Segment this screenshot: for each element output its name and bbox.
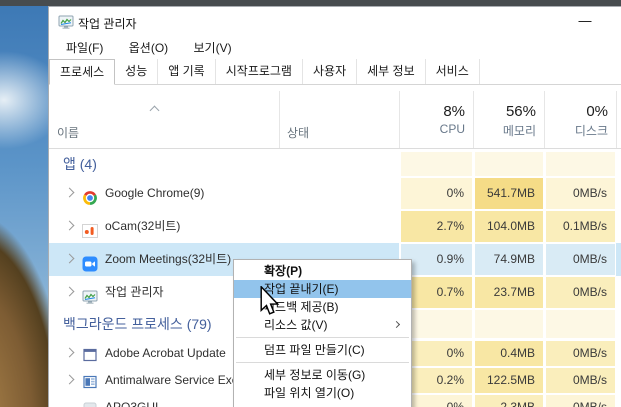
sort-ascending-icon — [149, 105, 160, 116]
antimalware-icon — [82, 373, 98, 389]
expand-chevron-icon[interactable] — [64, 286, 75, 296]
group-header-apps[interactable]: 앱 (4) — [49, 151, 621, 177]
expand-chevron-icon[interactable] — [64, 187, 75, 197]
memory-total-percent: 56% — [505, 103, 536, 120]
cpu-cell: 2.7% — [399, 210, 473, 243]
column-header-status[interactable]: 상태 — [287, 126, 310, 140]
menu-separator — [234, 334, 411, 341]
memory-cell: 2.3MB — [473, 394, 544, 407]
disk-cell: 0MB/s — [544, 340, 616, 367]
process-row-google-chrome[interactable]: Google Chrome(9) 0% 541.7MB 0MB/s — [49, 177, 621, 210]
expand-chevron-icon[interactable] — [64, 374, 75, 384]
memory-cell: 23.7MB — [473, 276, 544, 309]
column-header-memory[interactable]: 56% 메모리 — [473, 85, 544, 149]
expand-chevron-icon[interactable] — [64, 253, 75, 263]
default-exe-icon — [82, 400, 98, 407]
menu-item-provide-feedback[interactable]: 피드백 제공(B) — [264, 300, 339, 314]
expand-chevron-icon[interactable] — [64, 347, 75, 357]
menu-item-create-dump-file[interactable]: 덤프 파일 만들기(C) — [264, 343, 365, 357]
tab-strip: 프로세스 성능 앱 기록 시작프로그램 사용자 세부 정보 서비스 — [49, 59, 621, 85]
memory-cell: 0.4MB — [473, 340, 544, 367]
disk-cell: 0MB/s — [544, 276, 616, 309]
tab-performance[interactable]: 성능 — [115, 59, 159, 84]
ocam-icon — [82, 219, 98, 238]
expand-chevron-icon[interactable] — [64, 220, 75, 230]
submenu-chevron-icon — [392, 320, 401, 329]
disk-cell: 0MB/s — [544, 243, 616, 276]
context-menu: 확장(P) 작업 끝내기(E) 피드백 제공(B) 리소스 값(V) 덤프 파일… — [233, 259, 412, 407]
chrome-icon — [82, 186, 98, 205]
menu-options[interactable]: 옵션(O) — [128, 41, 169, 55]
menu-item-end-task[interactable]: 작업 끝내기(E) — [234, 280, 411, 298]
menu-item-open-file-location[interactable]: 파일 위치 열기(O) — [264, 386, 355, 400]
task-manager-window: 작업 관리자 — 파일(F) 옵션(O) 보기(V) 프로세스 성능 앱 기록 … — [48, 6, 621, 407]
menu-separator — [234, 359, 411, 366]
memory-cell: 122.5MB — [473, 367, 544, 394]
task-manager-icon — [82, 285, 98, 304]
menu-view[interactable]: 보기(V) — [193, 41, 232, 55]
disk-cell: 0MB/s — [544, 394, 616, 407]
memory-cell: 74.9MB — [473, 243, 544, 276]
menu-item-expand[interactable]: 확장(P) — [264, 264, 303, 278]
tab-processes[interactable]: 프로세스 — [49, 59, 116, 85]
tab-app-history[interactable]: 앱 기록 — [158, 59, 216, 84]
task-manager-app-icon — [58, 14, 74, 33]
minimize-button[interactable]: — — [578, 13, 592, 28]
column-header-name[interactable]: 이름 — [57, 126, 80, 140]
window-title: 작업 관리자 — [78, 17, 137, 31]
memory-cell: 104.0MB — [473, 210, 544, 243]
tab-startup[interactable]: 시작프로그램 — [216, 59, 303, 84]
tab-users[interactable]: 사용자 — [303, 59, 358, 84]
menu-item-go-to-details[interactable]: 세부 정보로 이동(G) — [264, 368, 366, 382]
cpu-total-percent: 8% — [443, 103, 465, 120]
mouse-cursor-icon — [259, 285, 281, 321]
menu-bar: 파일(F) 옵션(O) 보기(V) — [49, 37, 621, 59]
disk-cell: 0.1MB/s — [544, 210, 616, 243]
menu-file[interactable]: 파일(F) — [66, 41, 104, 55]
tab-details[interactable]: 세부 정보 — [357, 59, 426, 84]
adobe-updater-icon — [82, 346, 98, 362]
disk-cell: 0MB/s — [544, 177, 616, 210]
process-row-ocam[interactable]: oCam(32비트) 2.7% 104.0MB 0.1MB/s — [49, 210, 621, 243]
table-header: 이름 상태 8% CPU 56% 메모리 0% 디스크 — [49, 85, 621, 149]
column-header-disk[interactable]: 0% 디스크 — [544, 85, 616, 149]
zoom-icon — [82, 252, 98, 271]
title-bar: 작업 관리자 — — [49, 7, 621, 37]
disk-total-percent: 0% — [586, 103, 608, 120]
tab-services[interactable]: 서비스 — [426, 59, 480, 84]
menu-item-resource-values[interactable]: 리소스 값(V) — [234, 316, 411, 334]
column-header-cpu[interactable]: 8% CPU — [399, 85, 473, 149]
cpu-cell: 0% — [399, 177, 473, 210]
disk-cell: 0MB/s — [544, 367, 616, 394]
memory-cell: 541.7MB — [473, 177, 544, 210]
process-row-apo3gui[interactable]: APO3GUI 0% 2.3MB 0MB/s — [49, 394, 621, 407]
